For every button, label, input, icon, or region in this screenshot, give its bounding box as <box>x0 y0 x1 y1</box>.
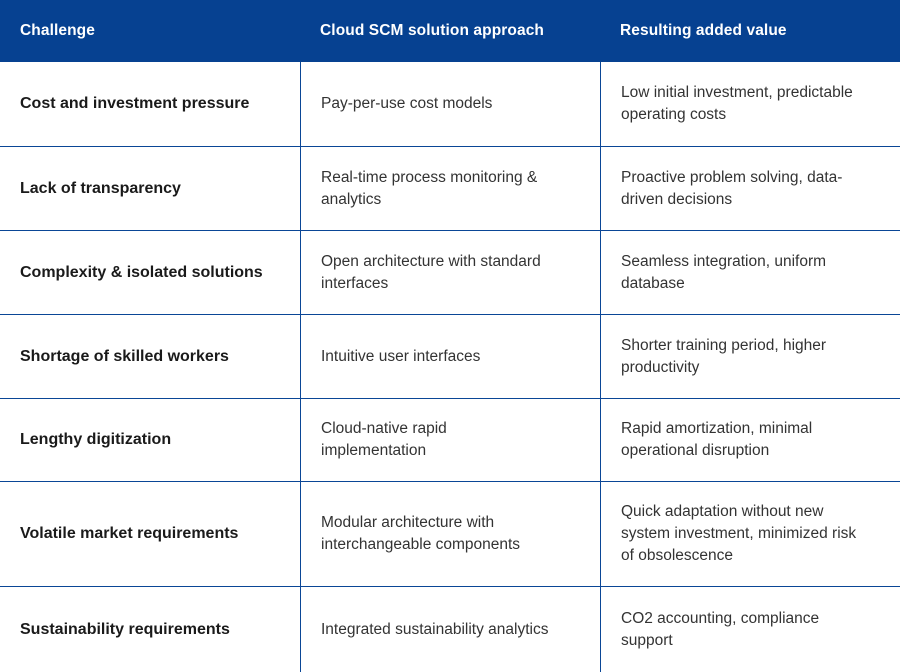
value-cell: Quick adaptation without new system inve… <box>600 482 900 586</box>
table-row: Lengthy digitization Cloud-native rapid … <box>0 399 900 482</box>
table-row: Cost and investment pressure Pay-per-use… <box>0 62 900 147</box>
table-row: Sustainability requirements Integrated s… <box>0 587 900 672</box>
challenge-cell: Volatile market requirements <box>20 525 239 542</box>
column-header-challenge: Challenge <box>20 22 95 39</box>
approach-cell: Pay-per-use cost models <box>300 62 600 146</box>
challenge-cell: Shortage of skilled workers <box>20 347 229 365</box>
approach-cell: Cloud-native rapid implementation <box>300 399 600 481</box>
table-row: Complexity & isolated solutions Open arc… <box>0 231 900 315</box>
value-cell: CO2 accounting, compliance support <box>600 587 900 672</box>
table-header-row: Challenge Cloud SCM solution approach Re… <box>0 0 900 62</box>
challenge-cell: Sustainability requirements <box>20 621 230 638</box>
table-row: Shortage of skilled workers Intuitive us… <box>0 315 900 399</box>
challenge-cell: Lack of transparency <box>20 179 181 197</box>
value-cell: Proactive problem solving, data- driven … <box>600 147 900 230</box>
approach-cell: Open architecture with standard interfac… <box>300 231 600 314</box>
table-row: Volatile market requirements Modular arc… <box>0 482 900 587</box>
challenge-cell: Complexity & isolated solutions <box>20 263 263 281</box>
approach-cell: Intuitive user interfaces <box>300 315 600 398</box>
approach-cell: Integrated sustainability analytics <box>300 587 600 672</box>
challenge-cell: Cost and investment pressure <box>20 95 250 112</box>
column-header-value: Resulting added value <box>620 22 787 39</box>
value-cell: Rapid amortization, minimal operational … <box>600 399 900 481</box>
column-header-approach: Cloud SCM solution approach <box>320 22 544 39</box>
value-cell: Seamless integration, uniform database <box>600 231 900 314</box>
challenge-cell: Lengthy digitization <box>20 431 172 448</box>
approach-cell: Real-time process monitoring & analytics <box>300 147 600 230</box>
table-body: Cost and investment pressure Pay-per-use… <box>0 62 900 672</box>
value-cell: Shorter training period, higher producti… <box>600 315 900 398</box>
approach-cell: Modular architecture with interchangeabl… <box>300 482 600 586</box>
table-row: Lack of transparency Real-time process m… <box>0 147 900 231</box>
value-cell: Low initial investment, predictable oper… <box>600 62 900 146</box>
